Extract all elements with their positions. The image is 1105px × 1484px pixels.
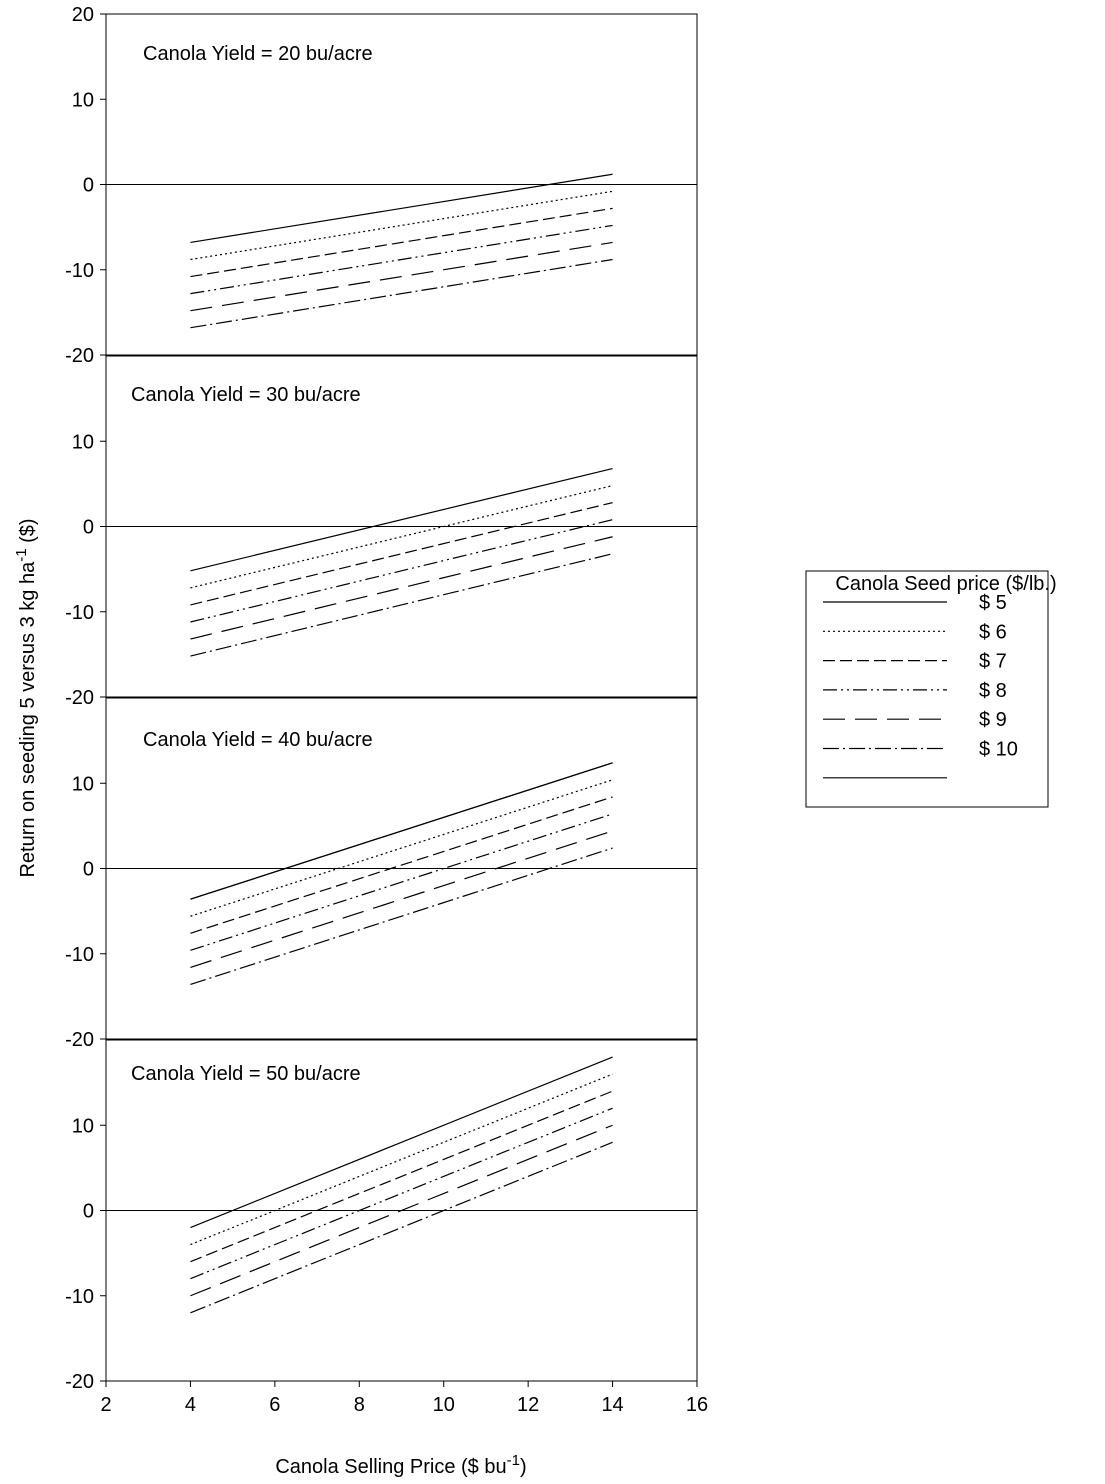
series-line xyxy=(190,1056,613,1229)
series-line xyxy=(190,1107,613,1280)
y-tick-label: -20 xyxy=(65,1371,94,1393)
series-line xyxy=(190,1090,613,1263)
y-label-text: Return on seeding 5 versus 3 kg ha xyxy=(17,561,39,878)
series-line xyxy=(190,173,613,244)
x-tick-label: 2 xyxy=(100,1394,111,1416)
y-tick-label: -10 xyxy=(65,1286,94,1308)
series-line xyxy=(190,207,613,278)
legend-label: $ 10 xyxy=(979,739,1018,761)
y-tick-label: -20 xyxy=(65,1029,94,1051)
series-line xyxy=(190,847,613,986)
y-tick-label: -20 xyxy=(65,345,94,367)
series-line xyxy=(190,467,613,572)
y-label-sup: -1 xyxy=(13,548,30,561)
legend-title: Canola Seed price ($/lb.) xyxy=(835,573,1056,595)
series-line xyxy=(190,796,613,934)
series-line xyxy=(190,241,613,312)
series-line xyxy=(190,190,613,261)
series-line xyxy=(190,762,613,900)
legend-label: $ 5 xyxy=(979,592,1007,614)
series-line xyxy=(190,536,613,640)
legend-box xyxy=(805,570,1049,808)
y-tick-label: 20 xyxy=(72,4,94,26)
y-label-text: ($) xyxy=(17,518,39,548)
legend-label: $ 6 xyxy=(979,621,1007,643)
x-label-sup: -1 xyxy=(507,1452,520,1469)
y-tick-label: -10 xyxy=(65,260,94,282)
panel-annotation: Canola Yield = 20 bu/acre xyxy=(143,43,373,65)
y-tick-label: -20 xyxy=(65,687,94,709)
x-tick-label: 14 xyxy=(601,1394,623,1416)
series-line xyxy=(190,484,613,589)
x-tick-label: 4 xyxy=(185,1394,196,1416)
x-label-text: ) xyxy=(520,1456,527,1478)
legend-label: $ 8 xyxy=(979,680,1007,702)
y-tick-label: 0 xyxy=(83,859,94,881)
x-tick-label: 10 xyxy=(433,1394,455,1416)
x-tick-label: 8 xyxy=(354,1394,365,1416)
y-tick-label: 0 xyxy=(83,517,94,539)
y-tick-label: 0 xyxy=(83,175,94,197)
y-tick-label: 0 xyxy=(83,1201,94,1223)
panel-annotation: Canola Yield = 30 bu/acre xyxy=(131,384,361,406)
series-line xyxy=(190,779,613,917)
y-tick-label: -10 xyxy=(65,602,94,624)
legend-label: $ 7 xyxy=(979,651,1007,673)
x-tick-label: 12 xyxy=(517,1394,539,1416)
panel-annotation: Canola Yield = 40 bu/acre xyxy=(143,729,373,751)
series-line xyxy=(190,258,613,329)
y-tick-label: 10 xyxy=(72,431,94,453)
series-line xyxy=(190,1073,613,1246)
series-line xyxy=(190,1124,613,1297)
series-line xyxy=(190,224,613,295)
x-tick-label: 6 xyxy=(269,1394,280,1416)
y-tick-label: 10 xyxy=(72,773,94,795)
x-axis-label: Canola Selling Price ($ bu-1) xyxy=(275,1452,526,1479)
series-line xyxy=(190,519,613,623)
legend-label: $ 9 xyxy=(979,709,1007,731)
x-tick-label: 16 xyxy=(686,1394,708,1416)
series-line xyxy=(190,553,613,657)
panel-annotation: Canola Yield = 50 bu/acre xyxy=(131,1063,361,1085)
x-label-text: Canola Selling Price ($ bu xyxy=(275,1456,506,1478)
y-tick-label: -10 xyxy=(65,944,94,966)
series-line xyxy=(190,813,613,951)
y-axis-label: Return on seeding 5 versus 3 kg ha-1 ($) xyxy=(13,518,40,877)
y-tick-label: 10 xyxy=(72,89,94,111)
series-line xyxy=(190,502,613,606)
series-line xyxy=(190,1141,613,1314)
y-tick-label: 10 xyxy=(72,1115,94,1137)
series-line xyxy=(190,830,613,968)
